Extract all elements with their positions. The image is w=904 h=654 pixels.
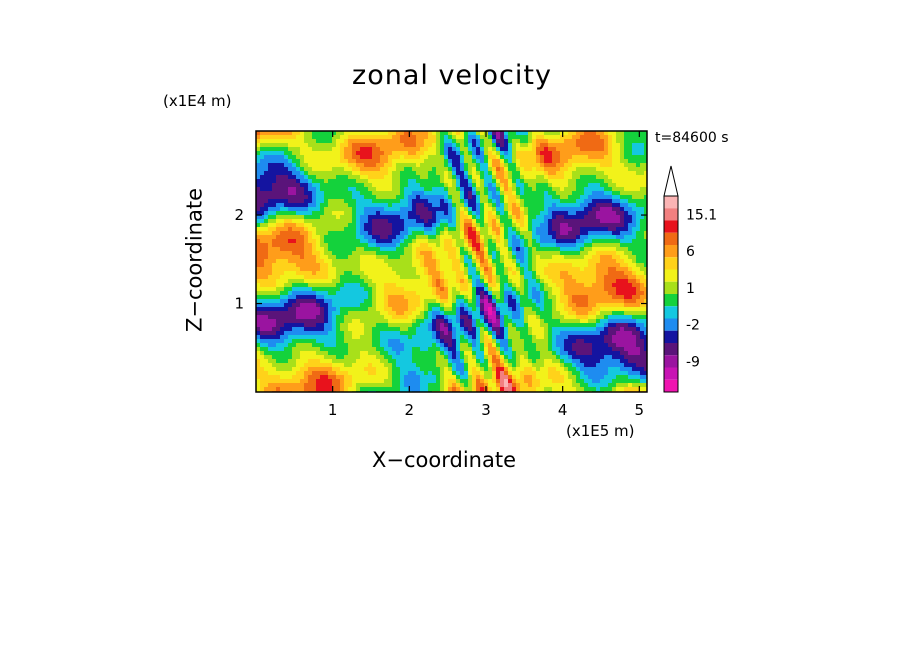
x-tick-label: 2 — [405, 401, 415, 419]
colorbar-swatch — [664, 294, 678, 307]
colorbar-swatch — [664, 343, 678, 356]
colorbar-swatch — [664, 318, 678, 331]
x-tick-label: 5 — [635, 401, 645, 419]
colorbar-swatch — [664, 281, 678, 294]
x-scale-label: (x1E5 m) — [566, 422, 635, 440]
colorbar-label: -2 — [686, 318, 700, 334]
axis-ticks: 1 2 3 4 5 1 2 — [234, 131, 647, 419]
colorbar-swatch — [664, 306, 678, 319]
y-tick-label: 2 — [234, 206, 244, 224]
colorbar-swatch — [664, 379, 678, 392]
colorbar-label: 6 — [686, 244, 695, 260]
colorbar-label: -9 — [686, 354, 700, 370]
colorbar-swatch — [664, 208, 678, 221]
x-axis-label: X−coordinate — [372, 448, 516, 472]
time-label: t=84600 s — [655, 130, 729, 146]
colorbar-swatch — [664, 330, 678, 343]
x-tick-label: 4 — [558, 401, 568, 419]
colorbar-label: 15.1 — [686, 207, 717, 223]
colorbar-extension — [663, 165, 679, 197]
colorbar-swatch — [664, 245, 678, 258]
colorbar-swatch — [664, 257, 678, 270]
colorbar-swatch — [664, 196, 678, 209]
colorbar-label: 1 — [686, 281, 695, 297]
colorbar-swatch — [664, 220, 678, 233]
colorbar-swatch — [664, 355, 678, 368]
y-scale-label: (x1E4 m) — [163, 92, 232, 110]
contour-field — [256, 131, 647, 392]
x-tick-label: 3 — [481, 401, 491, 419]
plot-frame — [255, 130, 648, 393]
colorbar-frame — [663, 195, 679, 393]
colorbar: 15.1 6 1 -2 -9 — [663, 165, 717, 393]
chart-title: zonal velocity — [352, 60, 552, 91]
colorbar-swatch — [664, 269, 678, 282]
y-tick-label: 1 — [234, 295, 244, 313]
x-tick-label: 1 — [328, 401, 338, 419]
colorbar-swatch — [664, 232, 678, 245]
colorbar-swatch — [664, 367, 678, 380]
